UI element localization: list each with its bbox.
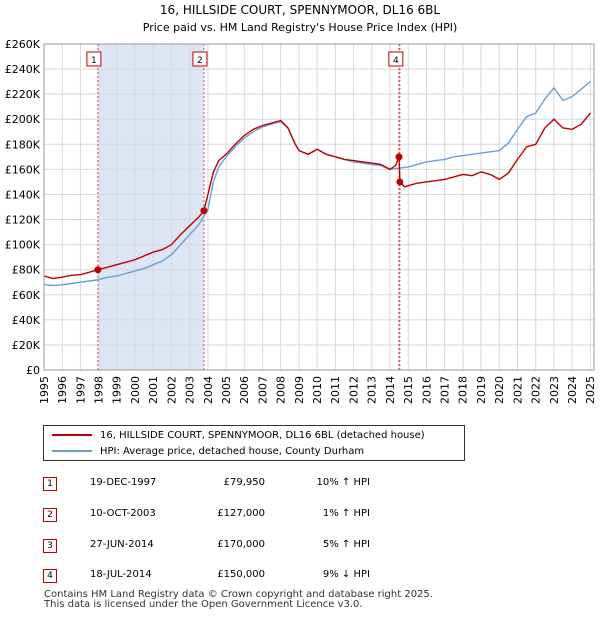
y-tick-label: £180K <box>5 138 41 151</box>
sale-marker-label: 4 <box>393 56 399 66</box>
x-tick-label: 2018 <box>457 376 470 404</box>
x-tick-label: 2017 <box>439 376 452 404</box>
chart-subtitle: Price paid vs. HM Land Registry's House … <box>143 21 458 34</box>
transaction-date: 18-JUL-2014 <box>90 569 152 580</box>
y-tick-label: £100K <box>5 239 41 252</box>
transaction-hpi: 9% ↓ HPI <box>322 569 370 580</box>
y-tick-label: £0 <box>26 364 40 377</box>
legend-swatch-property <box>52 434 92 436</box>
x-tick-label: 2020 <box>493 376 506 404</box>
footer-licence: This data is licensed under the Open Gov… <box>44 599 363 610</box>
x-tick-label: 1995 <box>38 376 51 404</box>
series-line <box>43 112 591 280</box>
x-tick-label: 2005 <box>220 376 233 404</box>
ownership-shade <box>97 44 204 370</box>
y-tick-label: £140K <box>5 188 41 201</box>
x-tick-label: 2006 <box>238 376 251 404</box>
table-row: 3 27-JUN-2014 £170,000 5% ↑ HPI <box>0 537 600 555</box>
legend-item-hpi: HPI: Average price, detached house, Coun… <box>52 444 364 460</box>
transaction-number: 2 <box>43 508 57 522</box>
x-tick-label: 2013 <box>366 376 379 404</box>
legend-label-property: 16, HILLSIDE COURT, SPENNYMOOR, DL16 6BL… <box>100 430 425 441</box>
transaction-number: 1 <box>43 477 57 491</box>
x-tick-label: 2022 <box>530 376 543 404</box>
x-tick-label: 2003 <box>184 376 197 404</box>
transaction-number: 4 <box>43 569 57 583</box>
x-tick-label: 1996 <box>56 376 69 404</box>
plot-border <box>43 43 595 371</box>
sale-marker-box <box>86 51 102 67</box>
transaction-hpi: 5% ↑ HPI <box>322 539 370 550</box>
transaction-number: 3 <box>43 539 57 553</box>
legend-item-property: 16, HILLSIDE COURT, SPENNYMOOR, DL16 6BL… <box>52 428 425 444</box>
x-tick-label: 1999 <box>111 376 124 404</box>
table-row: 2 10-OCT-2003 £127,000 1% ↑ HPI <box>0 506 600 524</box>
x-tick-label: 2016 <box>420 376 433 404</box>
ownership-shade <box>398 44 400 370</box>
y-tick-label: £260K <box>5 38 41 51</box>
x-tick-label: 2007 <box>256 376 269 404</box>
y-tick-label: £40K <box>12 314 41 327</box>
legend-label-hpi: HPI: Average price, detached house, Coun… <box>100 446 365 457</box>
transaction-price: £150,000 <box>217 569 265 580</box>
sale-point <box>396 178 404 186</box>
transaction-price: £127,000 <box>217 508 265 519</box>
sale-point <box>200 207 208 215</box>
chart-title: 16, HILLSIDE COURT, SPENNYMOOR, DL16 6BL <box>160 3 440 17</box>
table-row: 1 19-DEC-1997 £79,950 10% ↑ HPI <box>0 475 600 493</box>
price-chart: 16, HILLSIDE COURT, SPENNYMOOR, DL16 6BL… <box>5 3 597 404</box>
sale-marker-box <box>388 51 404 67</box>
y-tick-label: £240K <box>5 63 41 76</box>
sale-point <box>94 266 102 274</box>
sale-marker-label: 2 <box>197 56 203 66</box>
y-tick-label: £200K <box>5 113 41 126</box>
x-tick-label: 2012 <box>347 376 360 404</box>
y-tick-label: £120K <box>5 214 41 227</box>
x-tick-label: 2009 <box>293 376 306 404</box>
x-tick-label: 2014 <box>384 376 397 404</box>
x-tick-label: 2023 <box>548 376 561 404</box>
x-tick-label: 2002 <box>165 376 178 404</box>
sale-marker-label: 1 <box>91 56 97 66</box>
chart-legend: 16, HILLSIDE COURT, SPENNYMOOR, DL16 6BL… <box>43 425 465 461</box>
legend-swatch-hpi <box>52 450 92 452</box>
x-tick-label: 2019 <box>475 376 488 404</box>
x-tick-label: 2004 <box>202 376 215 404</box>
transaction-price: £79,950 <box>223 477 265 488</box>
y-tick-label: £80K <box>12 264 41 277</box>
transaction-date: 19-DEC-1997 <box>90 477 157 488</box>
sale-point <box>395 153 403 161</box>
footer: Contains HM Land Registry data © Crown c… <box>44 590 433 610</box>
x-tick-label: 2008 <box>275 376 288 404</box>
transaction-hpi: 10% ↑ HPI <box>316 477 370 488</box>
y-tick-label: £160K <box>5 163 41 176</box>
x-tick-label: 2021 <box>511 376 524 404</box>
sale-marker-box <box>192 51 208 67</box>
y-tick-label: £60K <box>12 289 41 302</box>
x-tick-label: 2024 <box>566 376 579 404</box>
x-tick-label: 1997 <box>74 376 87 404</box>
x-tick-label: 2010 <box>311 376 324 404</box>
y-tick-label: £20K <box>12 339 41 352</box>
x-tick-label: 1998 <box>92 376 105 404</box>
x-tick-label: 2015 <box>402 376 415 404</box>
transaction-hpi: 1% ↑ HPI <box>322 508 370 519</box>
table-row: 4 18-JUL-2014 £150,000 9% ↓ HPI <box>0 567 600 585</box>
transaction-date: 27-JUN-2014 <box>90 539 154 550</box>
transaction-date: 10-OCT-2003 <box>90 508 156 519</box>
transaction-price: £170,000 <box>217 539 265 550</box>
y-tick-label: £220K <box>5 88 41 101</box>
x-tick-label: 2000 <box>129 376 142 404</box>
x-tick-label: 2001 <box>147 376 160 404</box>
x-tick-label: 2025 <box>584 376 597 404</box>
x-tick-label: 2011 <box>329 376 342 404</box>
footer-copyright: Contains HM Land Registry data © Crown c… <box>44 589 433 600</box>
